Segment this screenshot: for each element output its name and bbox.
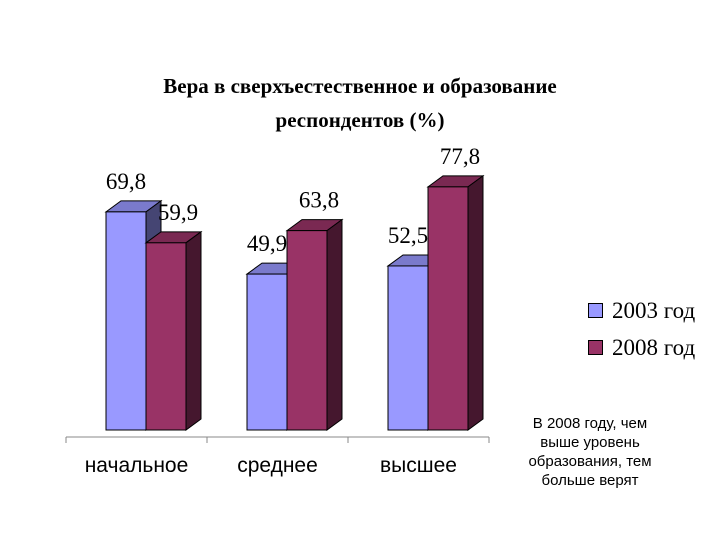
x-tick-label: начальное xyxy=(85,454,189,477)
data-label: 59,9 xyxy=(158,200,198,225)
chart-title-line-2: респондентов (%) xyxy=(275,108,445,132)
legend-swatch-2003 xyxy=(588,303,603,318)
bar-2003 xyxy=(105,211,147,431)
annotation-line: выше уровень xyxy=(540,434,640,451)
bar-side-2008 xyxy=(185,230,202,431)
annotation-line: В 2008 году, чем xyxy=(532,415,648,432)
bar-side-2008 xyxy=(467,174,484,431)
bar-2003 xyxy=(387,265,429,431)
bar-2008 xyxy=(145,242,187,431)
chart-title-line-1: Вера в сверхъестественное и образование xyxy=(163,74,557,98)
annotation-note: В 2008 году, чем выше уровень образовани… xyxy=(508,414,672,490)
legend-label-2003: 2003 год xyxy=(612,297,696,323)
bar-2008 xyxy=(286,230,328,431)
legend-item-2003: 2003 год xyxy=(588,292,695,329)
x-tick-label: среднее xyxy=(237,454,318,477)
legend-swatch-2008 xyxy=(588,340,603,355)
annotation-line: больше верят xyxy=(541,472,639,489)
x-tick-label: высшее xyxy=(380,454,457,477)
legend: 2003 год 2008 год xyxy=(588,292,695,366)
bar-2008 xyxy=(427,186,469,431)
bar-side-2008 xyxy=(326,218,343,431)
data-label: 63,8 xyxy=(299,188,339,213)
annotation-line: образования, тем xyxy=(528,453,652,470)
data-label: 52,5 xyxy=(388,223,428,248)
data-label: 49,9 xyxy=(247,231,287,256)
bar-2003 xyxy=(246,273,288,431)
data-label: 69,8 xyxy=(106,169,146,194)
legend-item-2008: 2008 год xyxy=(588,329,695,366)
legend-label-2008: 2008 год xyxy=(612,334,696,360)
data-label: 77,8 xyxy=(440,144,480,169)
